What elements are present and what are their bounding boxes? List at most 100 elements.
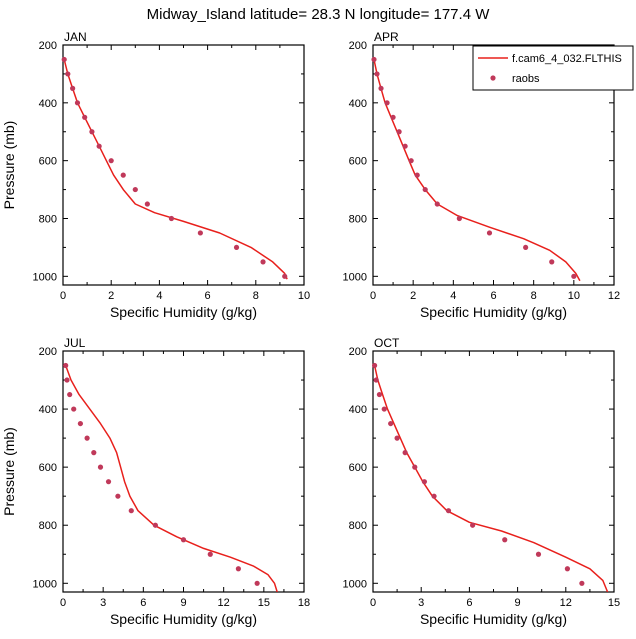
raobs-point — [152, 522, 158, 528]
raobs-point — [70, 85, 76, 91]
raobs-point — [144, 201, 150, 207]
y-tick-label: 200 — [349, 40, 367, 52]
x-tick-label: 18 — [298, 597, 310, 609]
x-tick-label: 15 — [608, 597, 620, 609]
raobs-point — [374, 71, 380, 77]
y-tick-label: 800 — [349, 520, 367, 532]
y-tick-label: 1000 — [343, 578, 367, 590]
legend-box — [472, 45, 634, 91]
x-tick-label: 12 — [608, 290, 620, 302]
raobs-point — [549, 259, 555, 265]
x-axis-label: Specific Humidity (g/kg) — [420, 304, 567, 320]
raobs-point — [412, 464, 418, 470]
raobs-point — [396, 129, 402, 135]
raobs-point — [82, 114, 88, 120]
raobs-point — [180, 537, 187, 543]
y-tick-label: 400 — [349, 98, 367, 110]
raobs-point — [115, 493, 121, 499]
y-tick-label: 1000 — [343, 271, 367, 283]
raobs-point — [371, 56, 377, 63]
x-tick-label: 8 — [253, 290, 259, 302]
raobs-point — [381, 406, 387, 412]
raobs-point — [579, 580, 585, 586]
raobs-point — [564, 566, 571, 572]
x-tick-label: 3 — [100, 597, 106, 609]
x-tick-label: 2 — [108, 290, 114, 302]
raobs-point — [84, 435, 90, 441]
raobs-point — [421, 479, 428, 485]
raobs-point — [535, 551, 542, 557]
raobs-point — [390, 114, 396, 120]
raobs-point — [470, 522, 476, 528]
y-tick-label: 800 — [39, 213, 57, 225]
raobs-point — [91, 450, 97, 456]
raobs-point — [456, 215, 462, 222]
raobs-point — [71, 406, 77, 412]
plot-frame — [62, 350, 305, 593]
y-tick-label: 600 — [39, 462, 57, 474]
x-tick-label: 6 — [490, 290, 496, 302]
y-tick-label: 400 — [349, 404, 367, 416]
raobs-point — [571, 273, 577, 279]
raobs-point — [445, 508, 452, 514]
x-tick-label: 0 — [370, 290, 376, 302]
raobs-point — [168, 215, 175, 222]
x-tick-label: 2 — [410, 290, 416, 302]
model-profile-line — [64, 365, 278, 592]
y-tick-label: 200 — [349, 346, 367, 358]
legend-marker-swatch — [490, 75, 496, 81]
raobs-point — [502, 537, 508, 543]
x-axis-label: Specific Humidity (g/kg) — [110, 611, 257, 627]
raobs-point — [207, 551, 213, 557]
y-tick-label: 600 — [39, 156, 57, 168]
x-tick-label: 10 — [298, 290, 310, 302]
x-tick-label: 3 — [418, 597, 424, 609]
x-tick-label: 4 — [156, 290, 162, 302]
raobs-point — [235, 566, 241, 572]
raobs-point — [394, 435, 400, 441]
raobs-point — [254, 580, 260, 586]
y-tick-label: 600 — [349, 156, 367, 168]
y-tick-label: 200 — [39, 40, 57, 52]
y-tick-label: 800 — [39, 520, 57, 532]
x-tick-label: 12 — [218, 597, 230, 609]
raobs-point — [402, 450, 408, 456]
x-tick-label: 12 — [560, 597, 572, 609]
raobs-point — [132, 186, 138, 193]
raobs-point — [120, 172, 126, 178]
x-tick-label: 6 — [205, 290, 211, 302]
raobs-point — [431, 493, 437, 499]
raobs-point — [408, 158, 414, 164]
raobs-point — [402, 143, 408, 149]
raobs-point — [61, 56, 67, 63]
x-axis-label: Specific Humidity (g/kg) — [110, 304, 257, 320]
raobs-point — [373, 377, 379, 383]
panel-jan: JAN 0 2 4 6 8 10 200 400 600 800 1000 Specific Humid… — [1, 30, 310, 320]
x-tick-label: 0 — [60, 290, 66, 302]
raobs-point — [376, 391, 383, 398]
x-tick-label: 9 — [180, 597, 186, 609]
raobs-point — [233, 244, 240, 251]
raobs-point — [422, 186, 428, 193]
x-tick-label: 0 — [370, 597, 376, 609]
y-tick-label: 200 — [39, 346, 57, 358]
raobs-point — [63, 362, 69, 369]
raobs-point — [378, 85, 384, 91]
legend-label-raobs: raobs — [512, 73, 540, 85]
x-tick-label: 10 — [568, 290, 580, 302]
raobs-point — [128, 508, 134, 514]
model-profile-line — [373, 365, 609, 592]
raobs-point — [64, 377, 70, 383]
chart-title: Midway_Island latitude= 28.3 N longitude… — [147, 6, 491, 23]
panel-label: JAN — [64, 30, 87, 44]
x-axis-label: Specific Humidity (g/kg) — [420, 611, 567, 627]
raobs-point — [97, 464, 104, 470]
y-tick-label: 800 — [349, 213, 367, 225]
x-tick-label: 6 — [466, 597, 472, 609]
raobs-point — [260, 259, 266, 265]
y-axis-label: Pressure (mb) — [1, 427, 17, 516]
y-tick-label: 1000 — [33, 271, 57, 283]
y-tick-label: 600 — [349, 462, 367, 474]
